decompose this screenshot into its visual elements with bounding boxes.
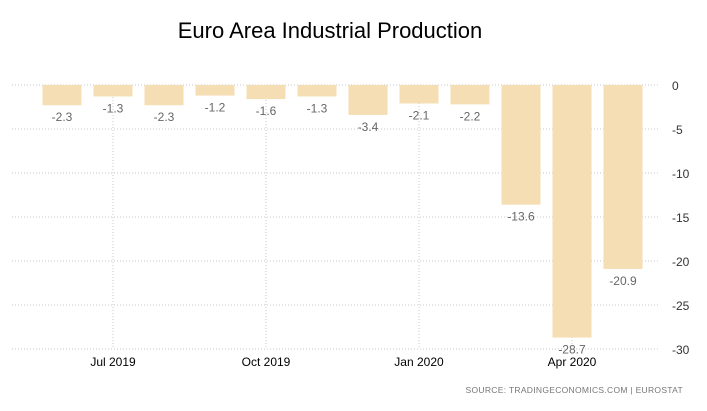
bar (297, 85, 337, 97)
y-tick-label: -20 (672, 255, 690, 269)
bar (552, 85, 592, 338)
data-label: -13.6 (507, 210, 535, 224)
data-label: -20.9 (609, 274, 637, 288)
source-note: SOURCE: TRADINGECONOMICS.COM | EUROSTAT (465, 385, 683, 395)
bar (348, 85, 388, 115)
data-label: -2.2 (460, 109, 481, 123)
data-label: -1.2 (205, 101, 226, 115)
bar (195, 85, 235, 96)
data-label: -1.3 (307, 101, 328, 115)
data-label: -2.3 (52, 110, 73, 124)
bar (603, 85, 643, 269)
y-tick-label: 0 (672, 79, 679, 93)
x-tick-label: Jul 2019 (90, 355, 136, 369)
y-tick-label: -10 (672, 167, 690, 181)
x-tick-label: Apr 2020 (548, 355, 597, 369)
bar (42, 85, 82, 106)
y-tick-label: -5 (672, 123, 683, 137)
data-label: -28.7 (558, 343, 586, 357)
data-label: -2.3 (154, 110, 175, 124)
bar (93, 85, 133, 97)
bar (450, 85, 490, 105)
bar (399, 85, 439, 104)
x-tick-label: Oct 2019 (242, 355, 291, 369)
y-tick-label: -30 (672, 343, 690, 357)
y-tick-label: -25 (672, 299, 690, 313)
data-label: -1.3 (103, 101, 124, 115)
bar (246, 85, 286, 100)
bar (501, 85, 541, 205)
chart-title: Euro Area Industrial Production (177, 18, 483, 43)
y-tick-label: -15 (672, 211, 690, 225)
data-label: -2.1 (409, 108, 430, 122)
data-label: -1.6 (256, 104, 277, 118)
data-label: -3.4 (358, 120, 379, 134)
x-tick-label: Jan 2020 (394, 355, 444, 369)
bar (144, 85, 184, 106)
